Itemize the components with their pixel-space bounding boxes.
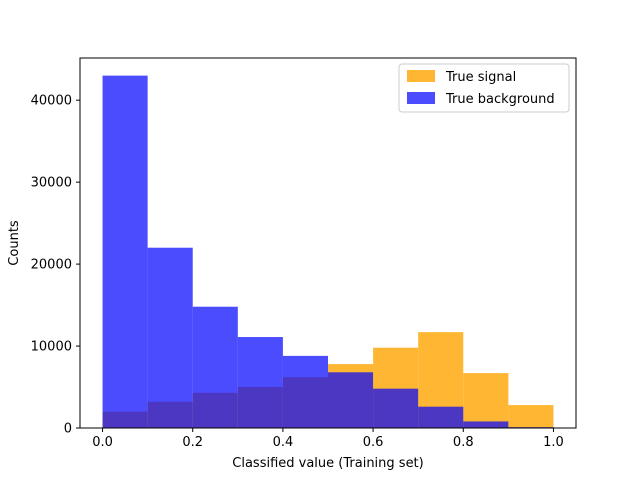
legend-swatch-true-signal [407,70,435,82]
bar-background-5 [328,372,374,428]
plot-frame [79,57,577,429]
x-axis-label: Classified value (Training set) [232,456,423,471]
legend-entry-true-signal: True signal [445,70,516,85]
bar-background-0 [102,75,148,428]
x-tick-label-5: 1.0 [543,435,564,450]
y-tick-label-0: 0 [64,422,72,437]
legend-entry-true-background: True background [445,92,555,107]
y-tick-label-4: 40000 [31,94,72,109]
bar-background-8 [463,421,509,428]
y-axis: 0 10000 20000 30000 40000 [31,94,80,437]
x-axis: 0.0 0.2 0.4 0.6 0.8 1.0 [92,428,564,450]
x-tick-label-2: 0.4 [273,435,294,450]
legend-swatch-true-background [407,92,435,104]
bar-background-7 [418,406,464,428]
x-tick-label-4: 0.8 [453,435,474,450]
y-axis-label: Counts [7,220,22,266]
bar-background-3 [237,337,283,428]
y-tick-label-3: 30000 [31,176,72,191]
bars-layer [102,75,554,428]
x-tick-label-0: 0.0 [92,435,113,450]
legend-box [398,63,570,113]
bar-background-6 [373,388,419,428]
x-tick-label-1: 0.2 [182,435,203,450]
y-tick-label-2: 20000 [31,258,72,273]
bar-background-2 [192,306,238,428]
bar-background-1 [147,247,193,428]
bar-signal-9 [508,405,554,428]
legend: True signal True background [398,63,570,113]
bar-background-4 [282,355,328,428]
x-tick-label-3: 0.6 [363,435,384,450]
y-tick-label-1: 10000 [31,340,72,355]
bar-signal-8 [463,373,509,428]
